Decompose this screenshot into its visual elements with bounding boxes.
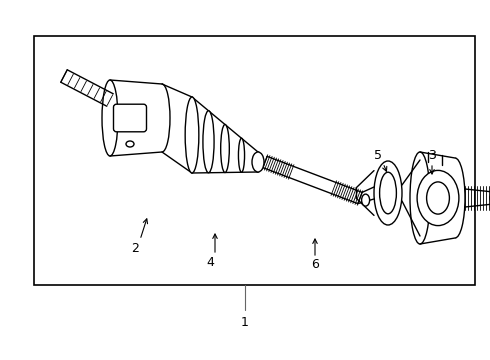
Ellipse shape	[417, 170, 459, 226]
Ellipse shape	[185, 97, 199, 173]
Ellipse shape	[256, 152, 260, 172]
Ellipse shape	[203, 111, 214, 173]
Ellipse shape	[410, 152, 430, 244]
Ellipse shape	[102, 80, 118, 156]
Text: 4: 4	[206, 256, 214, 269]
Text: 2: 2	[131, 242, 139, 255]
Ellipse shape	[126, 141, 134, 147]
Bar	[34, 36, 475, 285]
FancyBboxPatch shape	[114, 104, 147, 132]
Ellipse shape	[239, 138, 245, 172]
Ellipse shape	[374, 161, 402, 225]
Text: 3: 3	[428, 149, 436, 162]
Ellipse shape	[427, 182, 449, 214]
Ellipse shape	[220, 125, 229, 172]
Ellipse shape	[252, 152, 264, 172]
Text: 6: 6	[311, 258, 319, 271]
Ellipse shape	[380, 172, 396, 214]
Ellipse shape	[362, 194, 369, 206]
Text: 5: 5	[374, 149, 382, 162]
Text: 1: 1	[241, 315, 249, 328]
